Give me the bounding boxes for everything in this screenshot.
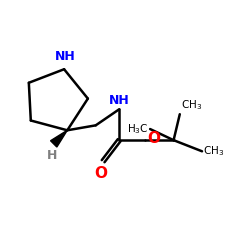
Text: NH: NH	[55, 50, 76, 63]
Text: H: H	[47, 149, 58, 162]
Text: CH$_3$: CH$_3$	[203, 144, 225, 158]
Text: O: O	[95, 166, 108, 181]
Text: CH$_3$: CH$_3$	[181, 98, 202, 112]
Text: H$_3$C: H$_3$C	[127, 122, 149, 136]
Text: NH: NH	[109, 94, 130, 107]
Text: O: O	[147, 131, 160, 146]
Polygon shape	[50, 130, 67, 147]
